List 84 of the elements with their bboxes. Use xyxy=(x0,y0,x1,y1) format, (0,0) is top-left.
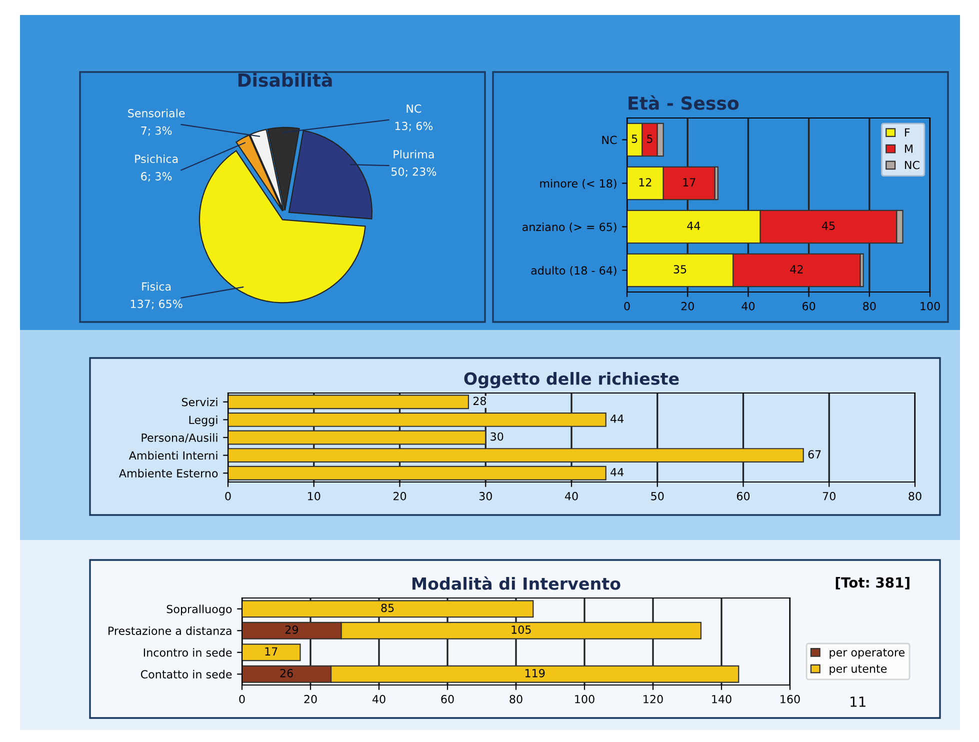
x-tick-label: 40 xyxy=(742,302,755,310)
y-tick-label: Incontro in sede xyxy=(144,648,232,657)
data-label: 17 xyxy=(683,178,696,186)
x-tick-label: 50 xyxy=(651,492,664,500)
x-tick-label: 140 xyxy=(712,694,732,704)
x-tick-label: 0 xyxy=(624,302,630,310)
data-label: 42 xyxy=(790,265,803,274)
text: 11 xyxy=(850,696,866,707)
data-label: 50; 23% xyxy=(391,167,436,177)
data-label: 85 xyxy=(381,604,394,612)
slice-label: Plurima xyxy=(394,150,434,158)
x-tick-label: 120 xyxy=(644,694,663,704)
bar xyxy=(228,412,606,427)
x-tick-label: 30 xyxy=(479,492,492,500)
bar xyxy=(228,430,486,445)
x-tick-label: 80 xyxy=(510,694,522,704)
legend-label: M xyxy=(905,144,912,153)
y-tick-label: Persona/Ausili xyxy=(142,433,218,443)
data-label: 30 xyxy=(490,432,504,441)
data-label: 17 xyxy=(265,647,278,656)
data-label: 29 xyxy=(285,625,298,634)
bar xyxy=(228,394,470,410)
x-tick-label: 0 xyxy=(239,694,245,704)
x-tick-label: 70 xyxy=(822,492,836,500)
x-tick-label: 80 xyxy=(908,492,922,500)
data-label: 13; 6% xyxy=(395,122,433,132)
chart-title: Età - Sesso xyxy=(628,95,739,110)
y-tick-label: Sopralluogo xyxy=(166,604,232,616)
data-label: 35 xyxy=(674,265,686,274)
y-tick-label: Ambiente Esterno xyxy=(118,468,218,478)
x-tick-label: 0 xyxy=(225,492,231,500)
x-tick-label: 60 xyxy=(736,492,750,500)
y-tick-label: Ambienti Interni xyxy=(128,451,218,460)
slice-label: Sensoriale xyxy=(128,108,185,118)
data-label: 7; 3% xyxy=(141,126,172,136)
x-tick-label: 20 xyxy=(393,492,406,500)
text: [Tot: 381] xyxy=(836,577,910,590)
data-label: 119 xyxy=(525,668,545,678)
chart-title: Disabilità xyxy=(238,72,332,87)
slice-label: Fisica xyxy=(142,282,171,291)
legend-label: per utente xyxy=(830,664,887,675)
legend-label: F xyxy=(905,128,910,136)
data-label: 6; 3% xyxy=(141,172,172,182)
x-tick-label: 80 xyxy=(863,302,876,310)
chart-title: Modalità di Intervento xyxy=(412,576,620,590)
data-label: 26 xyxy=(280,668,293,678)
data-label: 28 xyxy=(473,396,486,406)
y-tick-label: minore (< 18) xyxy=(540,179,616,189)
slice-label: Psichica xyxy=(135,154,178,164)
bar xyxy=(228,466,606,480)
x-tick-label: 10 xyxy=(308,492,320,500)
y-tick-label: Contatto in sede xyxy=(140,670,232,679)
x-tick-label: 40 xyxy=(372,694,386,704)
data-label: 137; 65% xyxy=(130,300,182,310)
slice-label: NC xyxy=(406,104,422,113)
x-tick-label: 160 xyxy=(780,694,800,704)
x-tick-label: 100 xyxy=(575,694,594,704)
data-label: 45 xyxy=(822,222,835,230)
y-tick-label: anziano (> = 65) xyxy=(522,222,616,232)
data-label: 12 xyxy=(639,178,652,186)
data-label: 44 xyxy=(610,414,624,423)
x-tick-label: 60 xyxy=(802,302,816,310)
legend-label: per operatore xyxy=(830,648,905,659)
y-tick-label: Prestazione a distanza xyxy=(108,626,232,636)
y-tick-label: Servizi xyxy=(182,398,218,406)
chart-title: Oggetto delle richieste xyxy=(464,372,679,388)
data-label: 105 xyxy=(512,625,531,634)
x-tick-label: 100 xyxy=(920,302,940,310)
data-label: 5 xyxy=(647,134,652,143)
data-label: 44 xyxy=(687,222,700,230)
y-tick-label: NC xyxy=(602,136,617,144)
y-tick-label: Leggi xyxy=(189,415,218,426)
bar xyxy=(242,600,534,618)
x-tick-label: 20 xyxy=(304,694,317,704)
bar xyxy=(242,644,301,662)
data-label: 44 xyxy=(610,468,624,476)
bar xyxy=(228,448,804,463)
x-tick-label: 60 xyxy=(441,694,454,704)
y-tick-label: adulto (18 - 64) xyxy=(531,266,616,276)
x-tick-label: 40 xyxy=(564,492,578,500)
legend-label: NC xyxy=(905,160,920,170)
data-label: 67 xyxy=(808,450,821,459)
x-tick-label: 20 xyxy=(681,302,694,310)
data-label: 5 xyxy=(632,134,638,143)
